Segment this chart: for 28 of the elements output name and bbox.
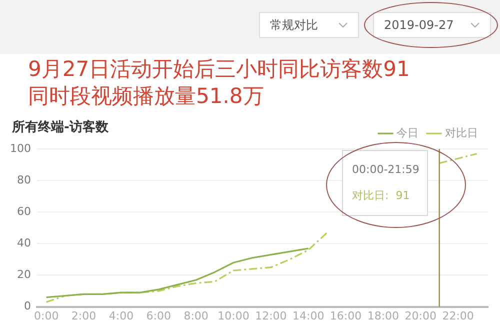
x-tick-label: 16:00 — [330, 309, 362, 322]
y-tick-label: 60 — [16, 204, 31, 218]
y-tick-label: 80 — [16, 173, 31, 186]
tooltip-box: 00:00-21:59 对比日: 91 — [342, 150, 428, 216]
text: 9月27日活动开始后三小时同比访客数91 — [28, 56, 410, 83]
x-tick-label: 4:00 — [108, 309, 134, 322]
x-tick-label: 10:00 — [218, 309, 250, 322]
legend-label: 今日 — [396, 126, 418, 140]
x-tick-label: 0:00 — [34, 309, 59, 322]
x-tick-label: 14:00 — [292, 309, 324, 322]
chart-title: 所有终端-访客数 — [12, 118, 108, 136]
legend-label: 对比日 — [445, 126, 478, 140]
y-tick-label: 100 — [10, 142, 31, 155]
y-tick-label: 40 — [16, 236, 31, 250]
y-tick-label: 0 — [24, 300, 31, 313]
x-tick-label: 18:00 — [367, 309, 400, 322]
x-tick-label: 8:00 — [184, 309, 208, 322]
text: 同时段视频播放量51.8万 — [28, 83, 265, 110]
y-tick-label: 20 — [16, 268, 31, 282]
x-tick-label: 12:00 — [255, 309, 287, 322]
text: 常规对比 — [270, 16, 318, 34]
x-tick-label: 6:00 — [146, 309, 171, 322]
x-tick-label: 2:00 — [71, 309, 96, 322]
x-tick-label: 22:00 — [442, 309, 474, 322]
x-tick-label: 20:00 — [404, 309, 436, 322]
annotation: 00:00-21:59 — [352, 163, 420, 176]
annotation: 对比日: 91 — [352, 188, 411, 203]
text: 2019-09-27 — [384, 18, 454, 32]
